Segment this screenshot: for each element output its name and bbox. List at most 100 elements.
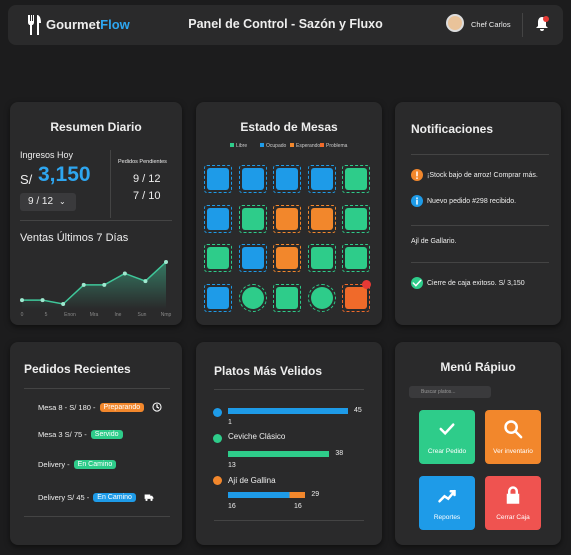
table[interactable] <box>241 286 264 309</box>
table-outline <box>342 283 370 312</box>
button-label: Reportes <box>433 514 461 521</box>
card-title: Estado de Mesas <box>240 120 338 134</box>
divider <box>411 262 549 263</box>
divider <box>522 13 523 37</box>
chart-title: Ventas Últimos 7 Días <box>20 232 129 244</box>
x-tick-label: Ine <box>115 312 122 318</box>
table[interactable] <box>207 247 229 269</box>
table-outline <box>307 204 336 233</box>
x-tick-label: Mra <box>90 312 99 318</box>
card-title: Resumen Diario <box>50 120 142 134</box>
table[interactable] <box>241 207 264 230</box>
sales-point <box>40 298 45 303</box>
legend-swatch <box>320 143 324 147</box>
status-badge: Preparando <box>99 402 145 412</box>
sales-point <box>81 282 86 287</box>
table-outline <box>273 244 301 272</box>
table-outline <box>204 244 232 272</box>
icon <box>504 420 523 439</box>
table[interactable] <box>276 247 298 269</box>
table-outline <box>273 283 301 312</box>
dish-dot <box>213 476 222 485</box>
label: Ingresos Hoy <box>20 150 74 160</box>
table-outline <box>204 204 232 233</box>
logo-text: Flow <box>100 17 130 32</box>
quick-button[interactable]: Crear Pedido <box>419 410 475 464</box>
table-outline <box>238 165 267 193</box>
sales-line <box>22 261 167 305</box>
divider <box>110 150 111 218</box>
legend-item: Problema <box>320 143 347 149</box>
dish-dot <box>213 408 222 417</box>
sales-point <box>122 271 127 276</box>
user-name[interactable]: Chef Carlos <box>471 20 511 29</box>
table[interactable] <box>241 247 264 269</box>
alert-badge <box>362 279 371 289</box>
legend-label: Esperando <box>296 143 321 149</box>
legend-label: Problema <box>326 143 348 149</box>
dish-dot <box>213 434 222 443</box>
table[interactable] <box>310 168 333 190</box>
tables-card: Estado de Mesas Libre Ocupado Esperando Pro… <box>196 102 382 325</box>
icon-shape <box>506 493 520 504</box>
x-tick-label: Sun <box>138 312 147 318</box>
status-badge: Servido <box>90 430 123 439</box>
table[interactable] <box>207 168 229 190</box>
button-label: Ver inventario <box>493 448 533 455</box>
status-badge: En Camino <box>73 460 117 469</box>
quick-button[interactable]: Ver inventario <box>485 410 541 464</box>
sales-point <box>102 282 107 287</box>
table[interactable] <box>345 286 367 309</box>
icon-shape <box>412 279 422 287</box>
search-box[interactable]: Buscar platos... <box>409 386 491 398</box>
notification-text: ¡Stock bajo de arroz! Comprar más. <box>427 172 538 179</box>
divider <box>24 516 170 517</box>
icon-shape <box>439 423 455 436</box>
quick-button[interactable]: Reportes <box>419 476 475 530</box>
logo-icon <box>28 15 41 35</box>
dish-value: 45 <box>354 407 362 414</box>
currency: S/ <box>20 172 33 187</box>
table[interactable] <box>276 286 298 309</box>
legend-item: Esperando <box>290 143 320 149</box>
table[interactable] <box>241 168 264 190</box>
bell[interactable] <box>535 16 549 32</box>
table[interactable] <box>345 207 367 230</box>
order-row: Delivery S/ 45 - En Camino <box>38 492 154 502</box>
order-row: Mesa 3 S/ 75 - Servido <box>38 430 123 439</box>
avatar[interactable] <box>446 14 464 32</box>
icon <box>152 402 162 412</box>
table[interactable] <box>345 247 367 269</box>
dropdown[interactable]: 9 / 12 ⌄ <box>20 193 76 211</box>
legend-label: Ocupado <box>266 143 287 149</box>
divider <box>411 154 549 155</box>
table[interactable] <box>276 168 298 190</box>
income: 3,150 <box>38 163 91 186</box>
table-outline <box>342 165 370 193</box>
table[interactable] <box>207 286 229 309</box>
dish-sublabel: 16 <box>294 503 302 510</box>
sales-point <box>20 298 24 303</box>
icon-shape <box>514 430 523 439</box>
table[interactable] <box>276 207 298 230</box>
dish-value: 38 <box>335 450 344 457</box>
orders-card: Pedidos Recientes Mesa 8 - S/ 180 - Prepa… <box>10 342 182 545</box>
table[interactable] <box>207 207 229 230</box>
x-tick-label: 5 <box>45 312 48 318</box>
icon-shape <box>504 420 518 434</box>
icon-shape <box>156 404 160 409</box>
icon <box>439 423 455 436</box>
header: GourmetFlow Panel de Control - Sazón y F… <box>8 5 563 45</box>
table[interactable] <box>310 247 333 269</box>
table[interactable] <box>310 207 333 230</box>
icon-shape <box>152 402 162 412</box>
table[interactable] <box>345 168 367 190</box>
x-tick-label: Enon <box>64 312 76 318</box>
divider <box>24 388 170 389</box>
icon <box>438 490 456 503</box>
sales-point <box>164 260 168 264</box>
quick-button[interactable]: Cerrar Caja <box>485 476 541 530</box>
table[interactable] <box>310 286 333 309</box>
table-outline <box>238 244 267 272</box>
